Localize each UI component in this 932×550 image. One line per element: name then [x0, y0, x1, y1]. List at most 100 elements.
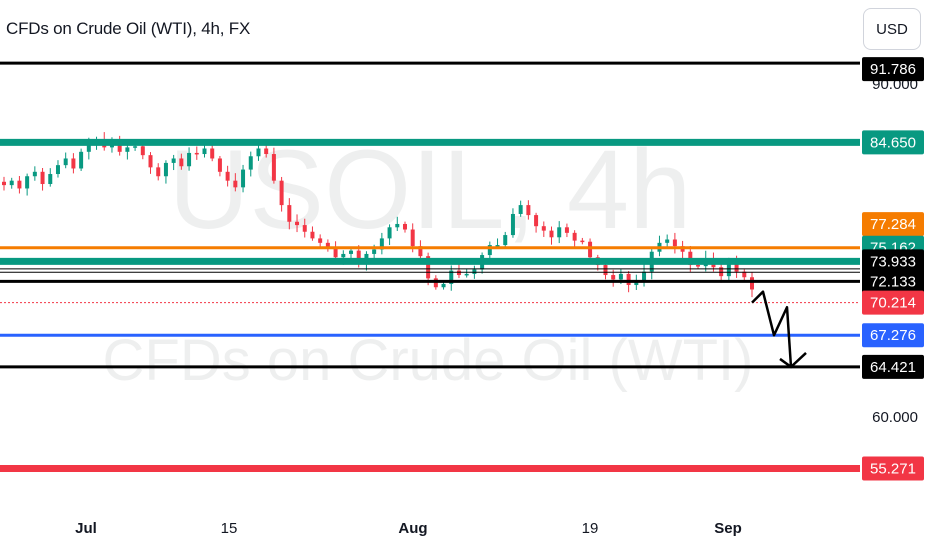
candle-body	[279, 180, 284, 206]
price-label-67.276	[862, 323, 924, 348]
watermark-description: CFDs on Crude Oil (WTI)	[103, 328, 754, 393]
candle-body	[248, 156, 253, 170]
candle-body	[418, 246, 423, 257]
candle-body	[603, 265, 608, 276]
price-label-text: 70.214	[870, 295, 916, 312]
price-label-64.421	[862, 354, 924, 379]
candle-body	[395, 223, 400, 228]
candle-body	[194, 152, 199, 155]
candle-body	[333, 247, 338, 258]
candle-body	[487, 245, 492, 256]
candle-body	[86, 145, 91, 152]
candle-body	[241, 169, 246, 188]
x-tick-label: Sep	[714, 520, 742, 537]
candle-body	[734, 262, 739, 272]
candle-body	[642, 271, 647, 281]
price-label-text: 55.271	[870, 460, 916, 477]
projection-arrowhead	[779, 352, 807, 369]
candle-body	[287, 205, 292, 222]
candle-body	[719, 267, 724, 277]
price-label-70.214	[862, 290, 924, 315]
candle-body	[549, 230, 554, 238]
candle-body	[71, 158, 76, 169]
candle-body	[140, 146, 145, 156]
price-label-text: 67.276	[870, 327, 916, 344]
x-tick-label: Jul	[75, 520, 97, 537]
candle-body	[526, 205, 531, 216]
candle-body	[202, 148, 207, 155]
price-label-55.271	[862, 456, 924, 481]
candle-body	[472, 269, 477, 274]
candle-body	[426, 256, 431, 279]
candle-body	[9, 180, 14, 186]
x-tick-label: Aug	[398, 520, 427, 537]
candle-body	[295, 221, 300, 226]
x-tick-label: 15	[221, 520, 238, 537]
candle-body	[148, 155, 153, 168]
candle-body	[125, 147, 130, 152]
watermark-symbol: USOIL, 4h	[169, 127, 692, 252]
candle-body	[187, 152, 192, 167]
candle-body	[217, 158, 222, 172]
candle-body	[387, 227, 392, 239]
x-tick-label: 19	[582, 520, 599, 537]
price-label-text: 91.786	[870, 61, 916, 78]
candle-body	[696, 265, 701, 267]
currency-button[interactable]: USD	[863, 8, 921, 50]
candle-body	[503, 235, 508, 246]
candle-body	[264, 148, 269, 155]
candle-body	[349, 250, 354, 254]
candle-body	[665, 239, 670, 243]
chart-title: CFDs on Crude Oil (WTI), 4h, FX	[6, 19, 251, 38]
candle-body	[750, 277, 754, 290]
price-label-text: 72.133	[870, 273, 916, 290]
candle-body	[534, 215, 539, 227]
candle-body	[310, 231, 315, 239]
candle-body	[17, 180, 22, 189]
price-label-text: 84.650	[870, 134, 916, 151]
price-label-73.933	[862, 249, 924, 274]
candle-body	[341, 253, 346, 258]
candle-body	[256, 148, 261, 157]
candle-body	[402, 223, 407, 230]
price-label-77.284	[862, 212, 924, 237]
candle-body	[163, 162, 168, 177]
candle-body	[518, 205, 523, 214]
candle-body	[372, 249, 377, 254]
candle-body	[456, 270, 461, 276]
candle-body	[271, 154, 276, 181]
projection-path	[751, 290, 793, 368]
candle-body	[63, 158, 68, 166]
candle-body	[79, 151, 84, 169]
price-label-72.133	[862, 269, 924, 294]
candle-body	[449, 270, 454, 284]
candle-body	[441, 283, 446, 288]
candle-body	[318, 238, 323, 243]
candle-body	[233, 180, 238, 188]
candle-body	[557, 227, 562, 238]
candle-body	[626, 273, 631, 286]
candle-body	[541, 226, 546, 231]
candle-body	[672, 239, 677, 247]
candle-body	[410, 229, 415, 247]
price-label-84.650	[862, 130, 924, 155]
candle-body	[580, 240, 585, 243]
candle-body	[133, 146, 138, 148]
candle-body	[225, 171, 230, 181]
candle-body	[156, 167, 161, 177]
candle-body	[510, 213, 515, 236]
candle-body	[618, 273, 623, 280]
price-tick-label: 60.000	[872, 409, 918, 426]
price-label-91.786	[862, 57, 924, 82]
candle-body	[210, 148, 215, 159]
candle-body	[25, 176, 30, 189]
candle-body	[171, 158, 176, 163]
candle-body	[2, 181, 6, 186]
candle-body	[356, 250, 361, 263]
candle-body	[379, 238, 384, 250]
candle-body	[302, 225, 307, 232]
candle-body	[179, 158, 184, 167]
candle-body	[40, 171, 45, 185]
candle-body	[117, 141, 122, 152]
